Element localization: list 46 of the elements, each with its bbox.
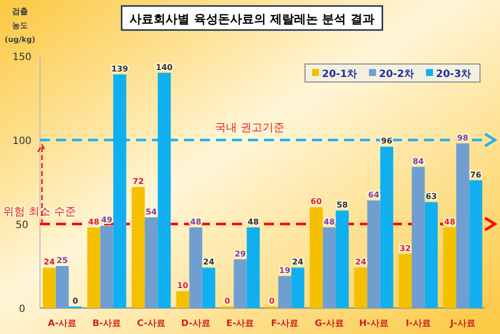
data-label: 140 xyxy=(156,62,174,72)
y-tick-label: 0 xyxy=(18,304,26,315)
x-tick-label: J-사료 xyxy=(449,319,476,329)
data-label: 48 xyxy=(190,217,202,226)
x-tick-label: D-사료 xyxy=(181,319,210,329)
data-label: 49 xyxy=(101,216,113,225)
data-label: 63 xyxy=(426,192,437,202)
legend-label: 20-3차 xyxy=(436,69,472,80)
chart-title: 사료회사별 육성돈사료의 제랄레논 분석 결과 xyxy=(130,12,374,26)
data-label: 0 xyxy=(72,296,78,306)
x-tick-label: F-사료 xyxy=(270,319,299,329)
data-label: 24 xyxy=(355,258,367,267)
y-tick-label: 100 xyxy=(12,136,32,147)
data-label: 76 xyxy=(470,170,482,180)
data-label: 60 xyxy=(310,197,322,206)
data-label: 29 xyxy=(234,249,246,258)
data-label: 72 xyxy=(132,177,144,186)
x-tick-label: H-사료 xyxy=(359,319,388,329)
legend-label: 20-1차 xyxy=(322,69,358,80)
x-tick-label: A-사료 xyxy=(48,319,77,329)
data-label: 24 xyxy=(292,258,304,267)
x-tick-label: G-사료 xyxy=(314,319,344,329)
data-label: 58 xyxy=(336,200,348,210)
data-label: 10 xyxy=(177,281,189,290)
x-tick-label: I-사료 xyxy=(406,319,431,329)
data-label: 0 xyxy=(268,296,275,306)
data-label: 24 xyxy=(203,258,215,267)
data-label: 48 xyxy=(444,217,456,226)
data-label: 19 xyxy=(279,266,291,276)
data-label: 24 xyxy=(44,258,56,267)
data-label: 139 xyxy=(111,64,129,74)
data-label: 96 xyxy=(381,136,393,146)
y-tick-label: 150 xyxy=(12,52,32,63)
data-label: 84 xyxy=(412,156,424,166)
ref-line-label: 국내 권고기준 xyxy=(215,121,284,134)
y-tick-label: 50 xyxy=(16,220,28,231)
data-label: 32 xyxy=(400,244,411,254)
x-tick-label: C-사료 xyxy=(136,319,166,329)
data-label: 25 xyxy=(56,256,68,265)
x-tick-label: B-사료 xyxy=(92,319,122,329)
legend-label: 20-2차 xyxy=(379,69,414,80)
data-label: 54 xyxy=(146,207,158,216)
data-label: 64 xyxy=(368,190,380,200)
ref-line-label: 위험 최소 수준 xyxy=(3,205,76,218)
x-tick-label: E-사료 xyxy=(226,319,254,329)
data-label: 0 xyxy=(224,296,230,306)
